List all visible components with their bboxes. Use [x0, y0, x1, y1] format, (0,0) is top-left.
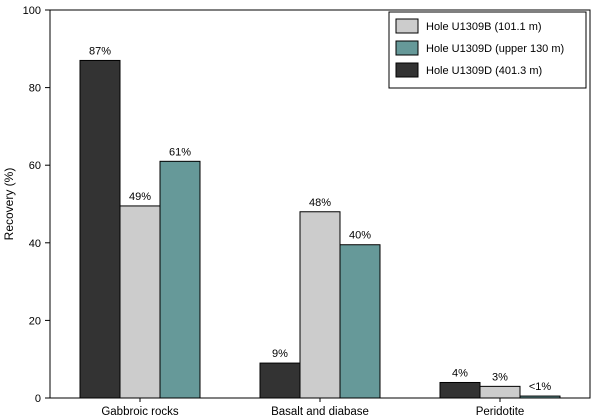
- data-label: 61%: [169, 146, 191, 158]
- data-label: 9%: [272, 348, 288, 360]
- data-label: 40%: [349, 230, 371, 242]
- legend: Hole U1309B (101.1 m) Hole U1309D (upper …: [388, 11, 587, 89]
- bar: [79, 59, 121, 399]
- bars: [79, 59, 561, 399]
- y-tick-label: 20: [29, 315, 41, 327]
- x-axis: Gabbroic rocks Basalt and diabase Peridoti…: [101, 398, 524, 418]
- data-label: 48%: [309, 197, 331, 209]
- y-tick-label: 60: [29, 160, 41, 172]
- bar: [519, 395, 561, 399]
- bar: [159, 160, 201, 399]
- bar: [439, 381, 481, 399]
- y-axis: 0 20 40 60 80 100: [23, 5, 50, 405]
- legend-box: [388, 11, 587, 89]
- data-label: 87%: [89, 45, 111, 57]
- legend-swatch: [395, 18, 419, 34]
- y-tick-label: 0: [35, 393, 41, 405]
- bar: [119, 205, 161, 399]
- bar: [299, 211, 341, 399]
- data-label: 4%: [452, 367, 468, 379]
- legend-label: Hole U1309D (upper 130 m): [426, 43, 564, 55]
- y-tick-label: 40: [29, 238, 41, 250]
- legend-swatch: [395, 62, 419, 78]
- data-label: <1%: [529, 381, 552, 393]
- data-label: 49%: [129, 191, 151, 203]
- x-tick-label: Basalt and diabase: [271, 406, 369, 418]
- data-labels: 87% 49% 61% 9% 48% 40% 4% 3% <1%: [89, 45, 551, 393]
- bar: [339, 244, 381, 399]
- y-axis-label: Recovery (%): [2, 168, 16, 241]
- data-label: 3%: [492, 371, 508, 383]
- x-tick-label: Peridotite: [476, 406, 525, 418]
- bar: [479, 385, 521, 399]
- legend-label: Hole U1309D (401.3 m): [426, 65, 542, 77]
- bar: [259, 362, 301, 399]
- y-tick-label: 100: [23, 5, 41, 17]
- y-tick-label: 80: [29, 83, 41, 95]
- legend-label: Hole U1309B (101.1 m): [426, 21, 542, 33]
- legend-swatch: [395, 40, 419, 56]
- x-tick-label: Gabbroic rocks: [101, 406, 179, 418]
